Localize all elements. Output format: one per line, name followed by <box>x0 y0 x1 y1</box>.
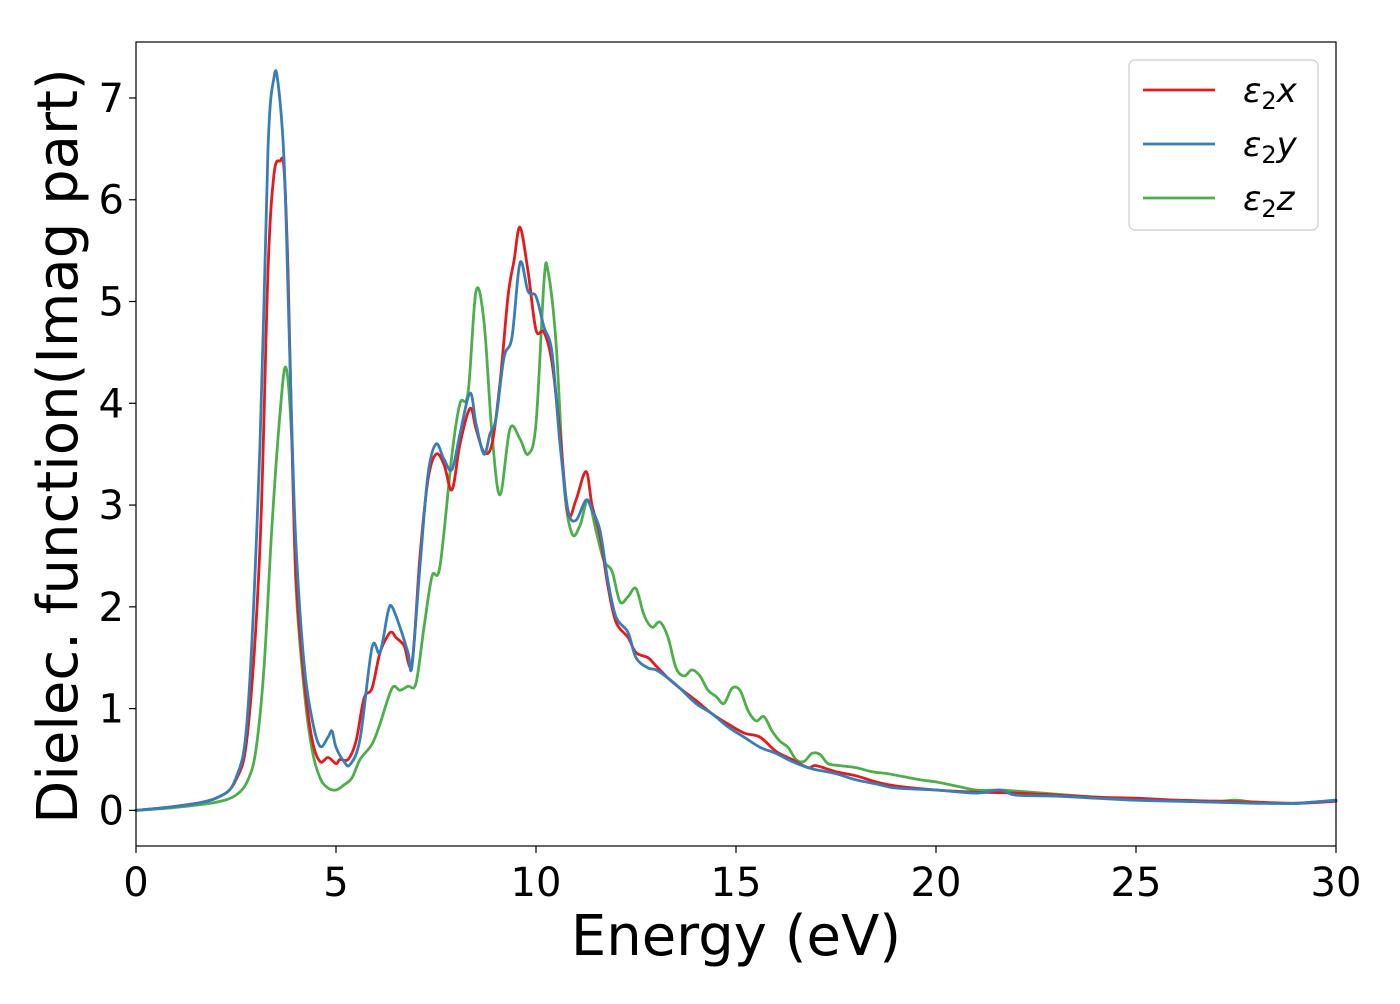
x-tick-label: 25 <box>1111 860 1162 906</box>
x-tick-label: 5 <box>323 860 348 906</box>
y-tick-label: 5 <box>99 280 124 326</box>
series-lines <box>134 69 1338 812</box>
y-axis-ticks: 0 1 2 3 4 5 6 7 <box>99 76 136 834</box>
y-tick-label: 7 <box>99 76 124 122</box>
legend-label-z: ε2z <box>1243 179 1296 223</box>
series-line-y <box>134 69 1338 812</box>
x-axis-label: Energy (eV) <box>571 904 901 969</box>
x-tick-label: 15 <box>711 860 762 906</box>
x-tick-label: 20 <box>911 860 962 906</box>
legend-label-x: ε2x <box>1243 71 1298 115</box>
y-axis-label: Dielec. function(Imag part) <box>26 68 91 824</box>
y-tick-label: 4 <box>99 381 124 427</box>
y-tick-label: 1 <box>99 687 124 733</box>
x-tick-label: 0 <box>123 860 148 906</box>
x-tick-label: 30 <box>1311 860 1362 906</box>
y-tick-label: 0 <box>99 788 124 834</box>
y-tick-label: 3 <box>99 483 124 529</box>
series-line-x <box>134 156 1338 812</box>
legend: ε2x ε2y ε2z <box>1128 59 1319 231</box>
x-tick-label: 10 <box>511 860 562 906</box>
y-tick-label: 6 <box>99 178 124 224</box>
x-axis-ticks: 0 5 10 15 20 25 30 <box>123 846 1361 906</box>
legend-label-y: ε2y <box>1243 125 1298 169</box>
y-tick-label: 2 <box>99 585 124 631</box>
legend-box <box>1128 59 1319 231</box>
